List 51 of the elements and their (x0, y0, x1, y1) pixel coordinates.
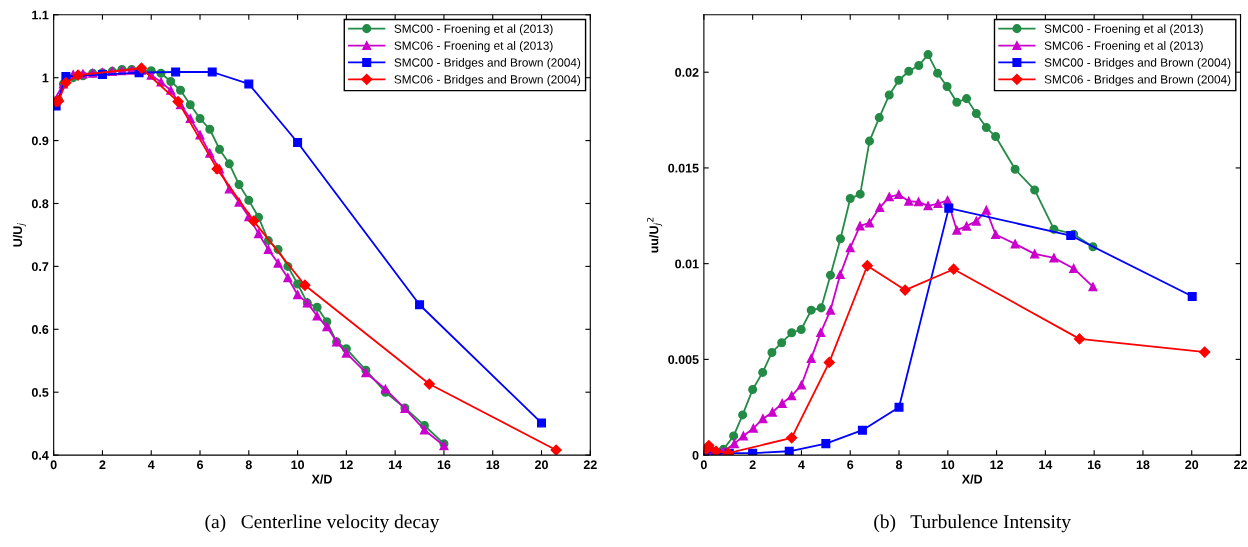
y-tick-label: 0.6 (31, 325, 49, 334)
x-tick-label: 22 (583, 460, 597, 470)
x-tick-label: 10 (941, 460, 955, 470)
x-tick-label: 0 (700, 460, 707, 470)
legend-label: SMC06 - Froening et al (2013) (1044, 41, 1203, 53)
x-tick-label: 12 (990, 460, 1004, 470)
x-tick-label: 16 (1087, 460, 1101, 470)
y-tick-label: 0.8 (31, 199, 49, 209)
x-axis-title: X/D (961, 474, 983, 484)
legend-label: SMC00 - Bridges and Brown (2004) (1044, 58, 1231, 70)
legend-label: SMC00 - Froening et al (2013) (1044, 24, 1203, 36)
x-tick-label: 6 (847, 460, 854, 470)
text: (b) Turbulence Intensity (874, 514, 1071, 533)
x-tick-label: 8 (245, 460, 252, 470)
y-tick-label: 1 (42, 73, 49, 83)
y-axis-title: U/U$_{j}$ (12, 223, 26, 247)
y-tick-label: 0.4 (31, 450, 49, 460)
legend-label: SMC00 - Bridges and Brown (2004) (394, 58, 581, 70)
y-tick-label: 0.01 (675, 259, 699, 269)
x-tick-label: 6 (197, 460, 204, 470)
y-tick-label: 0.015 (668, 163, 699, 173)
y-tick-label: 0.5 (31, 388, 49, 397)
legend-label: SMC06 - Froening et al (2013) (394, 41, 553, 53)
y-tick-label: 0 (692, 450, 699, 460)
x-tick-label: 4 (798, 460, 805, 470)
legend-label: SMC06 - Bridges and Brown (2004) (394, 74, 581, 86)
y-axis-title: uu/U$_{j}$$^{2}$ (646, 217, 663, 253)
x-tick-label: 2 (749, 460, 756, 470)
x-tick-label: 18 (1136, 460, 1150, 470)
x-tick-label: 22 (1233, 460, 1247, 470)
y-tick-label: 0.9 (31, 136, 49, 146)
x-tick-label: 0 (50, 460, 57, 470)
y-tick-label: 0.7 (31, 262, 49, 272)
x-tick-label: 20 (1185, 460, 1199, 470)
x-tick-label: 10 (291, 460, 305, 470)
x-tick-label: 4 (147, 460, 155, 470)
x-axis-title: X/D (311, 474, 332, 484)
x-tick-label: 18 (486, 460, 500, 470)
x-tick-label: 14 (389, 460, 403, 470)
y-tick-label: 0.02 (675, 68, 699, 77)
x-tick-label: 16 (437, 460, 451, 470)
x-tick-label: 14 (1039, 460, 1053, 470)
legend-label: SMC00 - Froening et al (2013) (394, 24, 553, 36)
legend-label: SMC06 - Bridges and Brown (2004) (1044, 74, 1231, 86)
x-tick-label: 12 (340, 460, 353, 470)
x-tick-label: 8 (895, 460, 903, 470)
text: (a) Centerline velocity decay (205, 514, 440, 533)
x-tick-label: 2 (99, 460, 106, 470)
y-tick-label: 0.005 (668, 355, 699, 365)
x-tick-label: 20 (535, 460, 548, 470)
y-tick-label: 1.1 (32, 10, 49, 20)
